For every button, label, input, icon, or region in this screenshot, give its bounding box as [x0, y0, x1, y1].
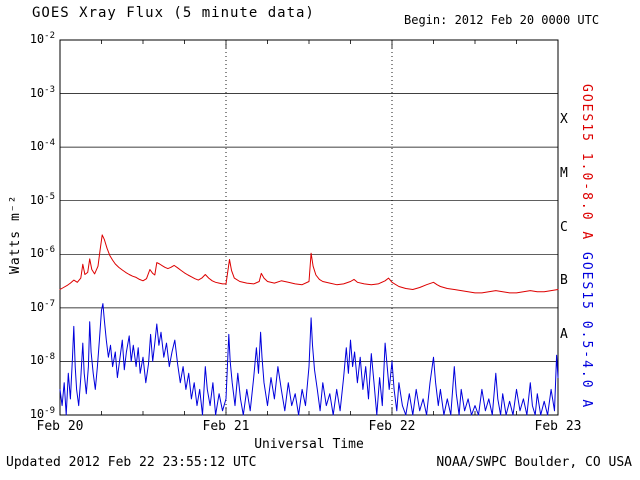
- plot-title: GOES Xray Flux (5 minute data): [32, 5, 315, 21]
- source-attribution: NOAA/SWPC Boulder, CO USA: [436, 455, 632, 470]
- y-tick-label-1e-4: 10-4: [29, 138, 55, 154]
- flare-class-label-x: X: [560, 112, 568, 128]
- flare-class-label-a: A: [560, 326, 568, 342]
- y-tick-label-1e-7: 10-7: [29, 298, 55, 314]
- begin-time-label: Begin: 2012 Feb 20 0000 UTC: [404, 13, 600, 27]
- x-tick-label-1: Feb 21: [202, 419, 250, 434]
- x-axis-label: Universal Time: [254, 437, 364, 452]
- flare-class-label-b: B: [560, 273, 568, 289]
- x-tick-label-3: Feb 23: [534, 419, 582, 434]
- flare-class-label-m: M: [560, 165, 568, 181]
- x-tick-label-0: Feb 20: [36, 419, 84, 434]
- series-label-long-channel: GOES15 1.0-8.0 A: [579, 84, 594, 242]
- y-tick-label-1e-3: 10-3: [29, 84, 55, 100]
- y-tick-label-1e-9: 10-9: [29, 406, 55, 421]
- y-tick-label-1e-6: 10-6: [29, 245, 55, 261]
- y-tick-label-1e-5: 10-5: [29, 191, 55, 207]
- flare-class-label-c: C: [560, 219, 568, 235]
- series-label-short-channel: GOES15 0.5-4.0 A: [579, 252, 594, 410]
- updated-timestamp: Updated 2012 Feb 22 23:55:12 UTC: [6, 455, 257, 470]
- x-tick-label-2: Feb 22: [368, 419, 416, 434]
- y-tick-label-1e-2: 10-2: [29, 31, 55, 46]
- y-tick-label-1e-8: 10-8: [29, 352, 55, 368]
